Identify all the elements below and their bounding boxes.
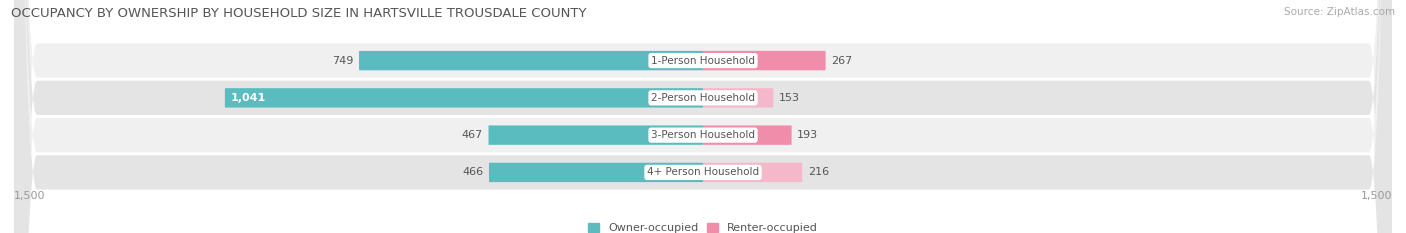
Text: 1,500: 1,500: [1361, 191, 1392, 201]
Text: OCCUPANCY BY OWNERSHIP BY HOUSEHOLD SIZE IN HARTSVILLE TROUSDALE COUNTY: OCCUPANCY BY OWNERSHIP BY HOUSEHOLD SIZE…: [11, 7, 586, 20]
Text: 216: 216: [807, 168, 830, 177]
Text: 1,041: 1,041: [231, 93, 266, 103]
Text: Source: ZipAtlas.com: Source: ZipAtlas.com: [1284, 7, 1395, 17]
Text: 3-Person Household: 3-Person Household: [651, 130, 755, 140]
FancyBboxPatch shape: [489, 163, 703, 182]
Text: 1-Person Household: 1-Person Household: [651, 56, 755, 65]
Text: 466: 466: [463, 168, 484, 177]
Text: 467: 467: [461, 130, 484, 140]
FancyBboxPatch shape: [14, 0, 1392, 233]
Text: 749: 749: [332, 56, 353, 65]
Text: 153: 153: [779, 93, 800, 103]
Legend: Owner-occupied, Renter-occupied: Owner-occupied, Renter-occupied: [583, 219, 823, 233]
Text: 2-Person Household: 2-Person Household: [651, 93, 755, 103]
FancyBboxPatch shape: [703, 125, 792, 145]
FancyBboxPatch shape: [14, 0, 1392, 233]
Text: 4+ Person Household: 4+ Person Household: [647, 168, 759, 177]
FancyBboxPatch shape: [703, 88, 773, 108]
FancyBboxPatch shape: [14, 0, 1392, 233]
FancyBboxPatch shape: [225, 88, 703, 108]
Text: 193: 193: [797, 130, 818, 140]
Text: 267: 267: [831, 56, 852, 65]
FancyBboxPatch shape: [359, 51, 703, 70]
FancyBboxPatch shape: [488, 125, 703, 145]
FancyBboxPatch shape: [703, 163, 803, 182]
FancyBboxPatch shape: [14, 0, 1392, 233]
FancyBboxPatch shape: [703, 51, 825, 70]
Text: 1,500: 1,500: [14, 191, 45, 201]
